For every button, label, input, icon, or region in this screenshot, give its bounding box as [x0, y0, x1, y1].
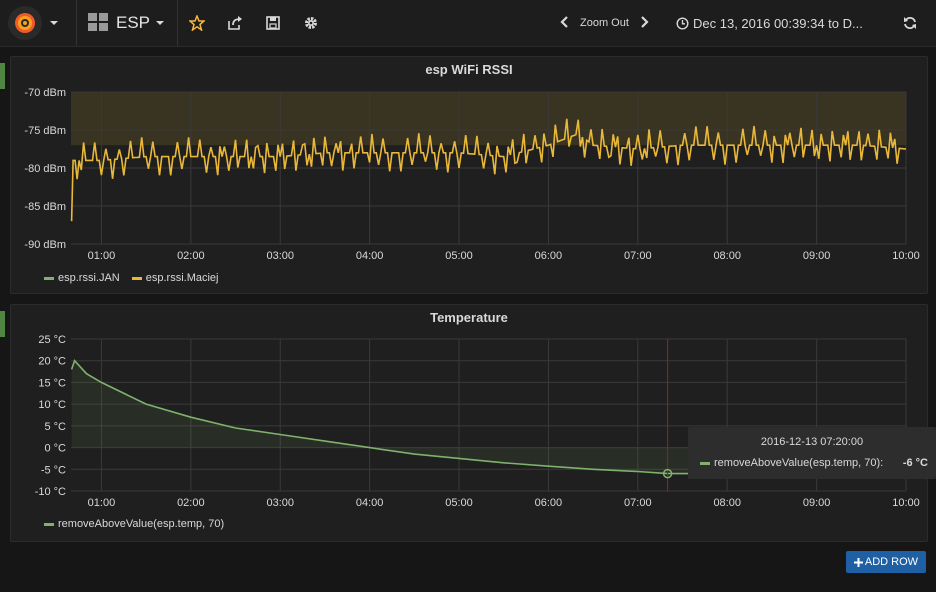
rssi-legend: esp.rssi.JAN esp.rssi.Maciej — [44, 272, 231, 284]
x-tick-label: 05:00 — [445, 497, 473, 509]
gear-icon — [305, 17, 317, 29]
chevron-down-icon — [156, 21, 165, 25]
star-button[interactable] — [186, 12, 208, 34]
divider — [76, 0, 77, 46]
legend-label: removeAboveValue(esp.temp, 70) — [58, 518, 225, 530]
panel-title[interactable]: esp WiFi RSSI — [425, 62, 513, 77]
share-button[interactable] — [224, 12, 246, 34]
chevron-right-icon — [641, 15, 649, 28]
panel-title[interactable]: Temperature — [430, 310, 508, 325]
y-tick-label: 5 °C — [44, 421, 66, 433]
threshold-band — [71, 92, 906, 146]
add-row-button[interactable]: ADD ROW — [846, 551, 926, 573]
legend-item[interactable]: esp.rssi.JAN — [44, 272, 120, 284]
y-tick-label: -75 dBm — [24, 125, 66, 137]
grafana-logo-icon — [8, 6, 42, 40]
series-line — [70, 118, 907, 222]
star-icon — [189, 15, 205, 31]
dashboard-picker[interactable]: ESP — [88, 12, 165, 34]
series-area — [71, 360, 698, 474]
y-tick-label: -80 dBm — [24, 163, 66, 175]
y-tick-label: -90 dBm — [24, 239, 66, 251]
tooltip-series: removeAboveValue(esp.temp, 70): — [714, 457, 884, 469]
x-tick-label: 02:00 — [177, 497, 205, 509]
x-tick-label: 03:00 — [266, 250, 294, 262]
y-tick-label: 15 °C — [38, 377, 66, 389]
zoom-out-button[interactable]: Zoom Out — [580, 17, 629, 29]
rssi-chart[interactable]: -70 dBm -75 dBm -80 dBm -85 dBm -90 dBm 01:0… — [11, 57, 927, 293]
x-tick-label: 04:00 — [356, 250, 384, 262]
refresh-button[interactable] — [899, 12, 921, 34]
dashboard-title: ESP — [116, 13, 151, 32]
share-icon — [228, 16, 242, 30]
y-tick-label: -10 °C — [35, 486, 66, 498]
add-row-label: ADD ROW — [864, 556, 919, 568]
x-tick-label: 04:00 — [356, 497, 384, 509]
legend-swatch — [131, 276, 142, 280]
temperature-panel: Temperature 25 °C 20 °C 15 °C 10 °C 5 °C 0 °C… — [10, 304, 928, 542]
row-collapse-handle[interactable] — [0, 311, 5, 337]
dashboard-grid-icon — [88, 12, 108, 34]
legend-swatch — [700, 461, 710, 465]
temperature-chart[interactable]: 25 °C20 °C15 °C10 °C5 °C0 °C-5 °C-10 °C … — [11, 305, 927, 541]
y-tick-label: 10 °C — [38, 399, 66, 411]
y-tick-label: 25 °C — [38, 334, 66, 346]
save-button[interactable] — [262, 12, 284, 34]
time-back-button[interactable] — [560, 15, 570, 31]
x-tick-label: 09:00 — [803, 497, 831, 509]
tooltip-time: 2016-12-13 07:20:00 — [760, 436, 864, 448]
x-tick-label: 07:00 — [624, 497, 652, 509]
temperature-legend: removeAboveValue(esp.temp, 70) — [44, 518, 236, 530]
x-tick-label: 06:00 — [535, 497, 563, 509]
x-tick-label: 07:00 — [624, 250, 652, 262]
x-tick-label: 08:00 — [713, 250, 741, 262]
legend-label: esp.rssi.Maciej — [145, 272, 219, 284]
x-tick-label: 05:00 — [445, 250, 473, 262]
x-tick-label: 10:00 — [892, 497, 920, 509]
legend-swatch — [44, 522, 54, 526]
time-forward-button[interactable] — [639, 15, 649, 31]
x-tick-label: 02:00 — [177, 250, 205, 262]
settings-button[interactable] — [300, 12, 322, 34]
graph-tooltip: 2016-12-13 07:20:00 removeAboveValue(esp… — [688, 427, 936, 479]
clock-icon — [676, 16, 689, 30]
save-icon — [266, 16, 280, 30]
y-tick-label: -85 dBm — [24, 201, 66, 213]
x-tick-label: 01:00 — [88, 497, 116, 509]
rssi-panel: esp WiFi RSSI -70 dBm -75 dBm -80 dBm -85 d… — [10, 56, 928, 294]
y-tick-label: -70 dBm — [24, 87, 66, 99]
x-tick-label: 10:00 — [892, 250, 920, 262]
side-menu-toggle[interactable] — [8, 6, 68, 40]
x-tick-label: 01:00 — [88, 250, 116, 262]
row-collapse-handle[interactable] — [0, 63, 5, 89]
y-tick-label: 20 °C — [38, 356, 66, 368]
x-tick-label: 06:00 — [535, 250, 563, 262]
plus-icon — [853, 557, 863, 567]
divider — [177, 0, 178, 46]
x-tick-label: 09:00 — [803, 250, 831, 262]
tooltip-value: -6 °C — [902, 457, 928, 469]
legend-label: esp.rssi.JAN — [58, 272, 120, 284]
series-line — [70, 359, 698, 475]
top-navbar: ESP Zoom Out Dec 13, 2016 00:39:34 to D.… — [0, 0, 936, 47]
legend-item[interactable]: esp.rssi.Maciej — [131, 272, 219, 284]
legend-swatch — [44, 276, 54, 280]
x-tick-label: 08:00 — [713, 497, 741, 509]
x-tick-label: 03:00 — [266, 497, 294, 509]
time-range-label: Dec 13, 2016 00:39:34 to D... — [693, 15, 863, 31]
refresh-icon — [904, 17, 916, 29]
chevron-left-icon — [560, 15, 568, 28]
chevron-down-icon — [50, 21, 58, 25]
y-tick-label: -5 °C — [41, 464, 66, 476]
hover-point — [662, 468, 673, 479]
time-range-picker[interactable]: Dec 13, 2016 00:39:34 to D... — [676, 12, 863, 34]
y-tick-label: 0 °C — [44, 443, 66, 455]
legend-item[interactable]: removeAboveValue(esp.temp, 70) — [44, 518, 224, 530]
